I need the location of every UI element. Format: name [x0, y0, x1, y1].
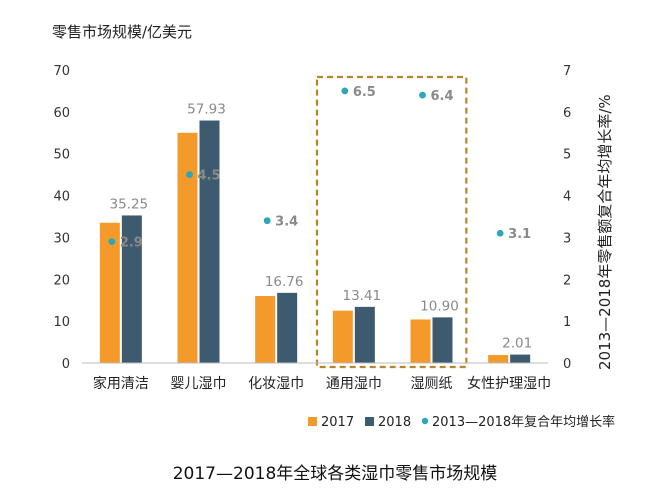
- value-label-2018-5: 2.01: [502, 336, 532, 352]
- legend-swatch-rate: [421, 417, 429, 425]
- y-axis-ticks: 0 10 20 30 40 50 60 70: [53, 64, 70, 372]
- y-tick-20: 20: [53, 273, 70, 288]
- rate-label-0: 2.9: [120, 236, 143, 251]
- legend-label-2018: 2018: [378, 415, 411, 430]
- category-label-2: 化妆湿巾: [248, 376, 304, 392]
- legend: 2017 2018 2013—2018年复合年均增长率: [308, 414, 615, 430]
- chart-title: 2017—2018年全球各类湿巾零售市场规模: [173, 464, 498, 484]
- rate-label-1: 4.5: [198, 169, 221, 184]
- y2-tick-0: 0: [563, 357, 571, 372]
- y2-tick-5: 5: [563, 148, 571, 163]
- rate-point-4: [419, 91, 426, 99]
- bar-2017-3: [332, 310, 353, 363]
- highlight-box: [315, 75, 468, 369]
- legend-label-rate: 2013—2018年复合年均增长率: [432, 414, 615, 430]
- legend-swatch-2018: [365, 417, 374, 426]
- bar-2018-1: [199, 120, 220, 363]
- legend-label-2017: 2017: [321, 415, 354, 430]
- y2-tick-4: 4: [563, 190, 571, 205]
- bar-2018-2: [277, 292, 298, 363]
- y-tick-30: 30: [53, 231, 70, 246]
- y2-tick-2: 2: [563, 273, 571, 288]
- y2-tick-7: 7: [563, 64, 571, 79]
- rate-point-3: [341, 87, 349, 95]
- y-axis-label: 零售市场规模/亿美元: [52, 23, 192, 41]
- bar-2017-5: [488, 355, 509, 363]
- category-label-0: 家用清洁: [93, 375, 149, 392]
- rate-point-5: [496, 229, 504, 237]
- y-tick-0: 0: [62, 357, 70, 372]
- y-tick-40: 40: [53, 190, 70, 205]
- rate-label-5: 3.1: [508, 227, 531, 242]
- category-label-5: 女性护理湿巾: [467, 375, 551, 392]
- y2-tick-3: 3: [563, 231, 571, 246]
- y-tick-70: 70: [53, 64, 70, 79]
- value-label-2018-4: 10.90: [420, 298, 459, 314]
- rate-point-1: [186, 171, 193, 179]
- category-label-4: 湿厕纸: [411, 376, 453, 392]
- bar-2017-0: [99, 222, 120, 363]
- rate-point-0: [108, 238, 116, 246]
- y2-axis-ticks: 0 1 2 3 4 5 6 7: [563, 64, 571, 372]
- bar-2017-1: [177, 132, 198, 363]
- value-label-2018-1: 57.93: [187, 102, 226, 118]
- plot-area: 35.25 家用清洁 2.9 57.93 婴儿湿巾 4.5 16.76 化妆湿巾 3.4 13.4…: [82, 75, 551, 392]
- rate-label-3: 6.5: [353, 85, 376, 100]
- bar-2018-0: [121, 215, 142, 363]
- legend-swatch-2017: [308, 417, 317, 426]
- bar-2017-2: [255, 296, 276, 363]
- y2-tick-6: 6: [563, 106, 571, 121]
- value-label-2018-3: 13.41: [343, 288, 382, 304]
- rate-point-2: [263, 217, 271, 225]
- rate-label-4: 6.4: [431, 89, 454, 104]
- value-label-2018-0: 35.25: [110, 196, 149, 212]
- value-label-2018-2: 16.76: [265, 274, 304, 290]
- y-tick-10: 10: [53, 315, 70, 330]
- y-tick-60: 60: [53, 106, 70, 121]
- y2-axis-label: 2013—2018年零售额复合年均增长率/%: [596, 94, 614, 370]
- y2-tick-1: 1: [563, 315, 571, 330]
- rate-label-2: 3.4: [275, 215, 298, 230]
- bar-2018-4: [432, 317, 453, 363]
- y-tick-50: 50: [53, 148, 70, 163]
- bar-2017-4: [410, 319, 431, 363]
- bar-2018-5: [510, 354, 531, 363]
- category-label-3: 通用湿巾: [326, 376, 382, 392]
- category-label-1: 婴儿湿巾: [171, 376, 227, 392]
- bar-2018-3: [354, 306, 375, 363]
